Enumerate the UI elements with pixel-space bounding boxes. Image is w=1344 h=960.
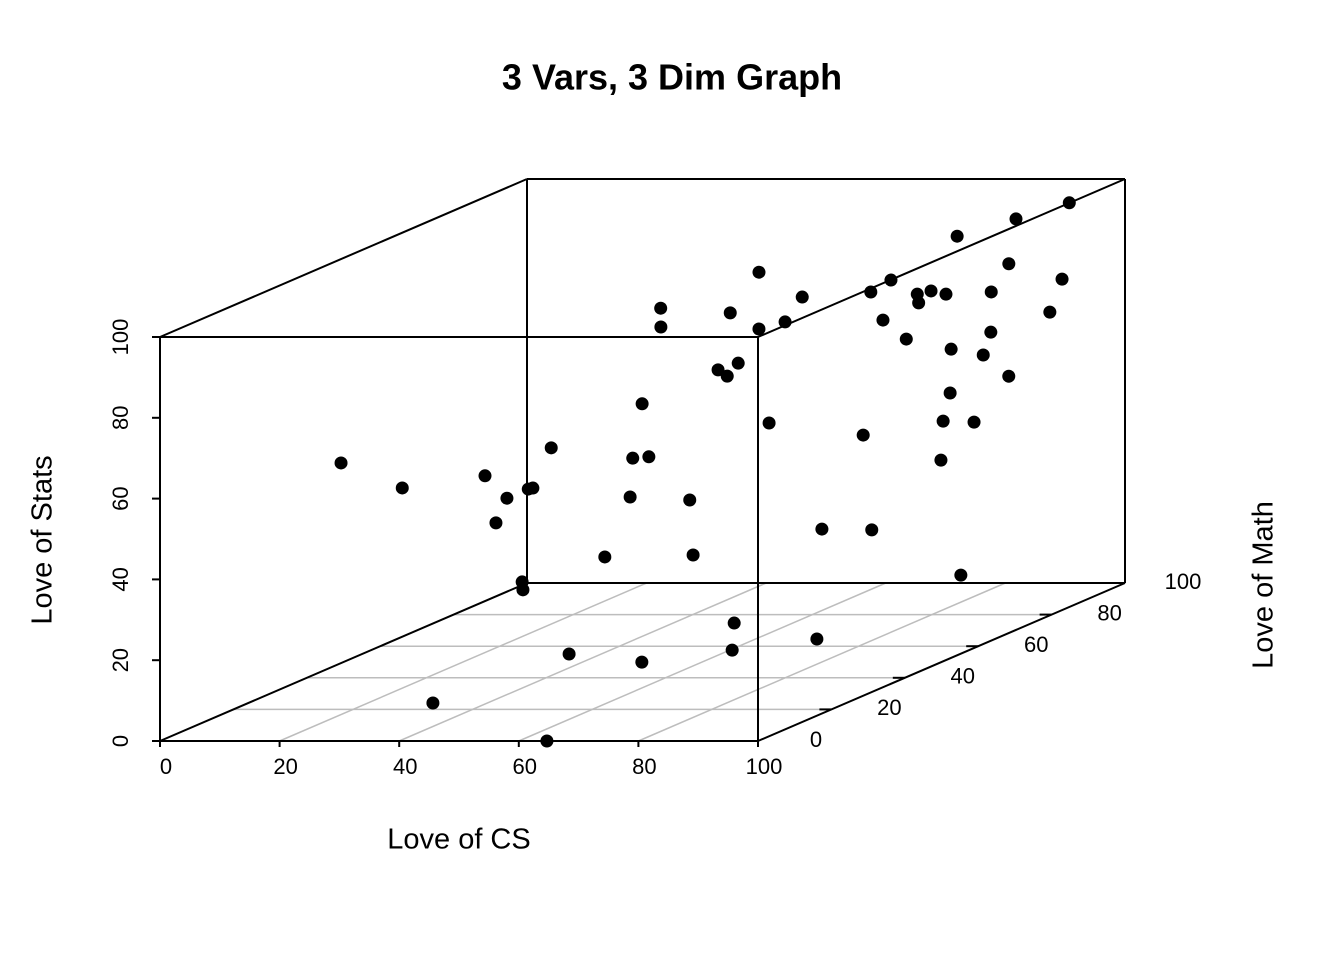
point [912,296,926,310]
y-tick-label: 20 [877,695,901,720]
point [731,356,745,370]
point [478,469,492,483]
point [489,516,503,530]
point [654,301,668,315]
point [936,414,950,428]
point [516,583,530,597]
z-tick-label: 60 [108,486,133,510]
point [984,325,998,339]
x-tick-label: 60 [513,754,537,779]
point [943,386,957,400]
point [626,451,640,465]
point [1009,212,1023,226]
point [1055,272,1069,286]
point [711,363,725,377]
point [810,632,824,646]
point [1002,369,1016,383]
y-tick-label: 0 [810,727,822,752]
point [762,416,776,430]
x-tick-label: 80 [632,754,656,779]
point [723,306,737,320]
grid-line [398,582,767,742]
point [856,428,870,442]
grid-line [518,582,887,742]
z-tick-label: 40 [108,567,133,591]
chart-title: 3 Vars, 3 Dim Graph [502,57,842,98]
point [944,342,958,356]
point [725,643,739,657]
box-edge [159,582,528,742]
point [1002,257,1016,271]
box-edge [757,582,1126,742]
point [526,481,540,495]
point [864,285,878,299]
point [876,313,890,327]
point [815,522,829,536]
point [642,450,656,464]
point [939,287,953,301]
point [865,523,879,537]
point [795,290,809,304]
point [426,696,440,710]
point [934,453,948,467]
point [967,415,981,429]
point [950,229,964,243]
point [562,647,576,661]
y-axis-label: Love of Math [1248,501,1280,669]
y-tick-label: 100 [1165,569,1202,594]
point [635,397,649,411]
point [1062,196,1076,210]
point [686,548,700,562]
box-edge [159,178,528,338]
point [954,568,968,582]
point [778,315,792,329]
x-tick-label: 40 [393,754,417,779]
x-tick-label: 100 [746,754,783,779]
x-tick-label: 0 [160,754,172,779]
x-axis-label: Love of CS [387,824,530,856]
point [720,369,734,383]
point [984,285,998,299]
z-tick-label: 100 [108,319,133,356]
point [334,456,348,470]
point [500,491,514,505]
z-axis-label: Love of Stats [27,455,59,624]
z-tick-label: 20 [108,648,133,672]
point [683,493,697,507]
point [752,322,766,336]
point [727,616,741,630]
y-tick-label: 60 [1024,632,1048,657]
z-tick-label: 0 [108,735,133,747]
point [976,348,990,362]
y-tick-label: 80 [1097,600,1121,625]
point [598,550,612,564]
point [1043,305,1057,319]
x-tick-label: 20 [273,754,297,779]
point [884,273,898,287]
point [635,655,649,669]
y-tick-label: 40 [951,664,975,689]
z-tick-label: 80 [108,406,133,430]
point [654,320,668,334]
grid-line [638,582,1006,742]
point [540,734,554,748]
point [899,332,913,346]
point [924,284,938,298]
point [395,481,409,495]
grid-line [279,582,647,742]
point [623,490,637,504]
point [544,441,558,455]
point [752,265,766,279]
